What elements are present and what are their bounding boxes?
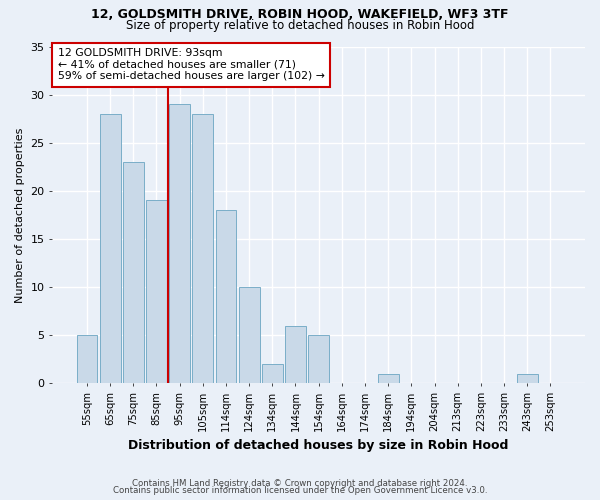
Bar bbox=[308, 335, 329, 384]
Text: 12 GOLDSMITH DRIVE: 93sqm
← 41% of detached houses are smaller (71)
59% of semi-: 12 GOLDSMITH DRIVE: 93sqm ← 41% of detac… bbox=[58, 48, 325, 82]
Bar bbox=[123, 162, 144, 384]
Text: Contains public sector information licensed under the Open Government Licence v3: Contains public sector information licen… bbox=[113, 486, 487, 495]
Bar bbox=[146, 200, 167, 384]
Text: 12, GOLDSMITH DRIVE, ROBIN HOOD, WAKEFIELD, WF3 3TF: 12, GOLDSMITH DRIVE, ROBIN HOOD, WAKEFIE… bbox=[91, 8, 509, 20]
Bar bbox=[262, 364, 283, 384]
Bar bbox=[517, 374, 538, 384]
Bar bbox=[378, 374, 398, 384]
Bar bbox=[169, 104, 190, 384]
Y-axis label: Number of detached properties: Number of detached properties bbox=[15, 127, 25, 302]
Bar bbox=[215, 210, 236, 384]
Text: Size of property relative to detached houses in Robin Hood: Size of property relative to detached ho… bbox=[126, 18, 474, 32]
Bar bbox=[100, 114, 121, 384]
Bar bbox=[77, 335, 97, 384]
Bar bbox=[193, 114, 213, 384]
Bar bbox=[239, 287, 260, 384]
Bar bbox=[285, 326, 306, 384]
Text: Contains HM Land Registry data © Crown copyright and database right 2024.: Contains HM Land Registry data © Crown c… bbox=[132, 478, 468, 488]
X-axis label: Distribution of detached houses by size in Robin Hood: Distribution of detached houses by size … bbox=[128, 440, 509, 452]
